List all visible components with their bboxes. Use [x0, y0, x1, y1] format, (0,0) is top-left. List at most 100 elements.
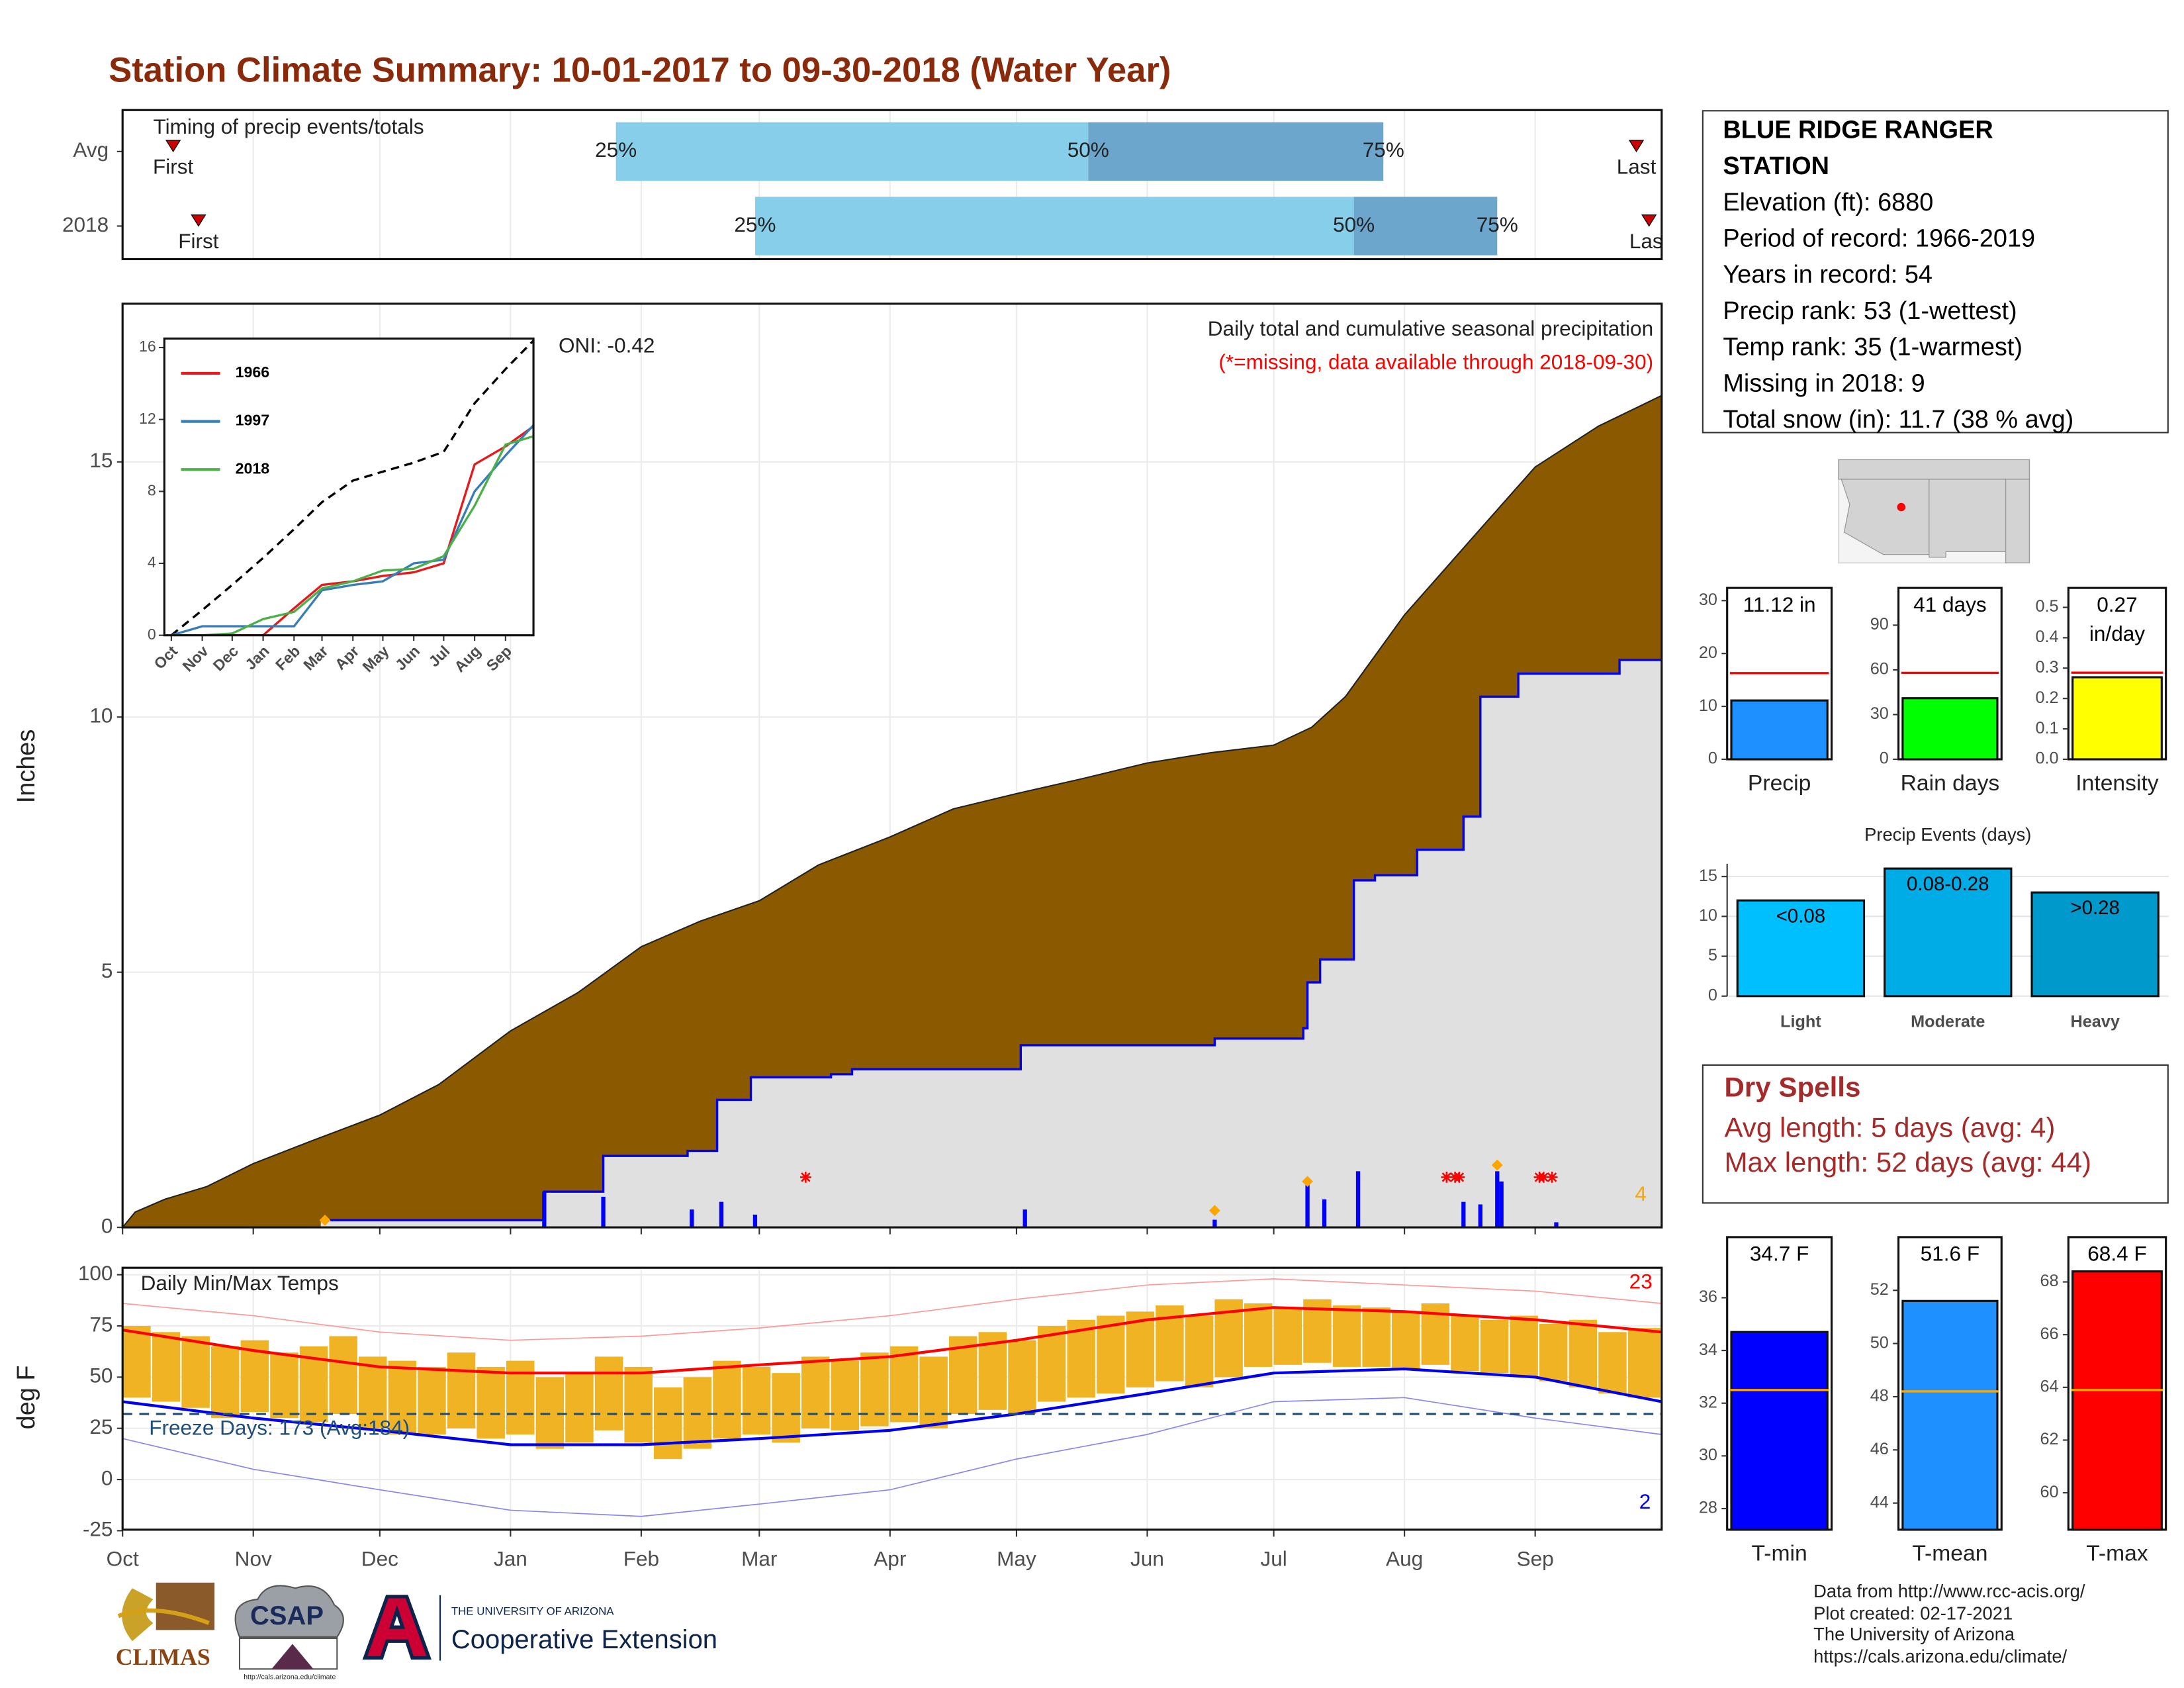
y-tick-label: 15	[89, 448, 113, 472]
y-tick-label: 50	[89, 1364, 113, 1387]
x-tick-label: Aug	[451, 642, 484, 675]
missing-marker	[1441, 1171, 1453, 1183]
timing-marker	[191, 214, 206, 227]
climas-logo: CLIMAS	[116, 1582, 215, 1670]
quantile-bar	[754, 197, 1354, 256]
y-tick-label: 100	[78, 1261, 113, 1285]
x-tick-label: Sep	[1517, 1546, 1554, 1570]
temp-range	[889, 1346, 919, 1423]
bar	[1901, 1299, 1999, 1531]
y-tick-label: 0	[1708, 749, 1717, 768]
temp-range	[801, 1356, 830, 1429]
line	[171, 423, 534, 635]
legend-label: 1997	[236, 412, 269, 429]
chart-title: Precip Events (days)	[1864, 824, 2031, 845]
temp-range	[1244, 1303, 1273, 1367]
daily-bar	[1305, 1181, 1310, 1228]
quantile-label: 75%	[1363, 138, 1404, 162]
temp-range	[270, 1352, 298, 1419]
daily-bar	[1461, 1201, 1466, 1228]
temp-range	[1569, 1319, 1598, 1387]
annotation: Freeze Days: 173 (Avg:184)	[149, 1416, 410, 1440]
y-tick-label: -25	[83, 1517, 113, 1541]
bar-label: 0.08-0.28	[1907, 873, 1989, 895]
plot-area	[170, 339, 534, 635]
temp-line	[122, 1278, 1662, 1341]
temp-range	[1037, 1326, 1066, 1402]
daily-bar	[1212, 1219, 1217, 1228]
temp-range	[713, 1360, 741, 1439]
plot-area: 25% 50% 75% First Last 25% 50% 75% First Last Timi…	[122, 110, 1662, 259]
y-tick-label: 0	[148, 626, 156, 643]
record-count: 4	[1635, 1182, 1647, 1205]
logo-text: CLIMAS	[116, 1644, 210, 1670]
dry-spells-title: Dry Spells	[1724, 1072, 1861, 1103]
daily-bar	[542, 1192, 547, 1228]
y-tick-label: 66	[2040, 1325, 2058, 1343]
y-tick-label: 52	[1870, 1280, 1889, 1299]
temp-range	[565, 1373, 594, 1443]
temp-range	[477, 1366, 505, 1439]
daily-bar	[1495, 1171, 1500, 1228]
frame	[121, 109, 1663, 261]
y-tick-label: 0	[101, 1213, 113, 1237]
station-detail: Years in record: 54	[1723, 260, 1933, 289]
temp-range	[1185, 1315, 1214, 1387]
missing-marker	[799, 1171, 811, 1183]
x-tick-label: Moderate	[1911, 1012, 1985, 1031]
x-tick-label: Apr	[874, 1546, 906, 1570]
temp-range	[831, 1360, 860, 1430]
station-details: Elevation (ft): 6880 Period of record: 19…	[1723, 184, 2148, 438]
y-tick-label: 12	[139, 410, 156, 427]
y-tick-label: 2018	[62, 212, 109, 236]
y-axis-label: deg F	[13, 1365, 40, 1429]
quantile-bar	[615, 122, 1089, 181]
annotation: Timing of precip events/totals	[154, 115, 424, 138]
temp-range	[772, 1373, 800, 1443]
y-tick-label: 10	[1699, 696, 1717, 715]
record-high-count: 23	[1629, 1270, 1653, 1293]
x-tick-label: Heavy	[2070, 1012, 2119, 1031]
daily-bar	[1023, 1209, 1027, 1228]
y-tick-label: 60	[2040, 1483, 2058, 1501]
bar	[1730, 699, 1829, 761]
y-tick-label: 34	[1699, 1340, 1717, 1359]
y-tick-label: 15	[1699, 867, 1717, 885]
x-tick-label: Nov	[179, 642, 211, 675]
dry-spells-line: Avg length: 5 days (avg: 4)	[1724, 1113, 2056, 1144]
quantile-label: 50%	[1068, 138, 1109, 162]
y-tick-label: 60	[1870, 660, 1889, 679]
y-tick-label: 90	[1870, 615, 1889, 633]
temp-line	[122, 1397, 1662, 1517]
temp-range	[1392, 1311, 1420, 1369]
ua-logo: THE UNIVERSITY OF ARIZONA Cooperative Ex…	[362, 1595, 717, 1661]
y-tick-label: 0	[101, 1466, 113, 1489]
x-tick-label: Oct	[150, 642, 181, 673]
x-tick-label: Dec	[361, 1546, 398, 1570]
cumulative-area	[320, 659, 1662, 1228]
legend-label: 2018	[236, 459, 270, 477]
daily-bar	[1554, 1222, 1559, 1228]
x-tick-label: Oct	[107, 1546, 139, 1570]
frame	[163, 337, 535, 637]
gauge-label: Precip	[1748, 771, 1811, 796]
bar	[2071, 676, 2163, 761]
chart-subtitle: Daily total and cumulative seasonal prec…	[1208, 316, 1653, 340]
daily-bar	[690, 1209, 694, 1228]
y-tick-label: 32	[1699, 1393, 1717, 1411]
y-axis-label: Inches	[13, 729, 40, 804]
bar-label: <0.08	[1776, 905, 1826, 927]
station-name: BLUE RIDGE RANGER STATION	[1723, 115, 1993, 180]
quantile-label: 25%	[734, 212, 776, 236]
bar-label: >0.28	[2070, 897, 2120, 919]
daily-bar	[719, 1201, 724, 1228]
temp-range	[1480, 1319, 1509, 1374]
missing-marker	[1537, 1171, 1549, 1183]
y-tick-label: 68	[2040, 1272, 2058, 1290]
x-tick-label: Feb	[272, 642, 303, 673]
frame	[121, 303, 1663, 1229]
timing-marker	[165, 140, 181, 153]
x-tick-label: Jul	[426, 642, 453, 670]
bar	[2071, 1270, 2163, 1531]
x-tick-label: Jul	[1260, 1546, 1287, 1570]
